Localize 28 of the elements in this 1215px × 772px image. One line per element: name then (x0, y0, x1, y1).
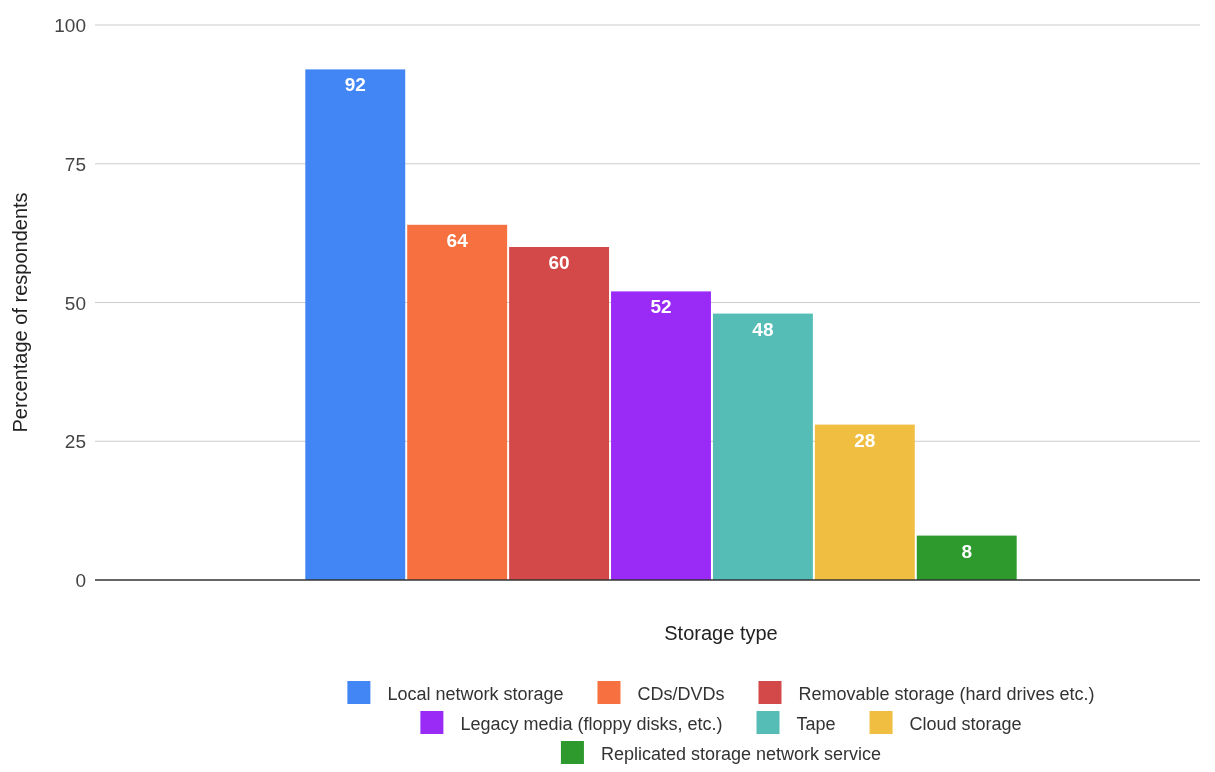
legend-label: Legacy media (floppy disks, etc.) (460, 714, 723, 734)
bar (712, 313, 813, 580)
y-tick-label: 25 (64, 431, 86, 453)
legend-label: Local network storage (387, 684, 564, 704)
legend-label: Replicated storage network service (600, 744, 882, 764)
data-label: 8 (961, 540, 973, 562)
bar (407, 224, 508, 580)
bar (916, 535, 1017, 580)
data-label: 48 (752, 318, 774, 340)
legend-label: CDs/DVDs (637, 684, 725, 704)
legend-label: Removable storage (hard drives etc.) (798, 684, 1095, 704)
data-label: 64 (446, 229, 469, 251)
legend-label: Cloud storage (909, 714, 1022, 734)
y-axis-title: Percentage of respondents (9, 192, 31, 433)
data-label: 28 (854, 429, 876, 451)
y-tick-label: 100 (54, 15, 86, 36)
data-label: 92 (344, 74, 366, 96)
y-tick-label: 75 (64, 153, 86, 175)
y-tick-label: 50 (64, 292, 86, 314)
x-axis-title: Storage type (664, 622, 778, 644)
bar (305, 69, 406, 580)
data-label: 52 (650, 296, 672, 318)
data-label: 60 (548, 252, 570, 273)
legend-label: Tape (796, 714, 836, 734)
y-tick-label: 0 (75, 570, 86, 591)
bar (611, 291, 711, 580)
bar (509, 247, 610, 580)
bar (814, 424, 915, 580)
